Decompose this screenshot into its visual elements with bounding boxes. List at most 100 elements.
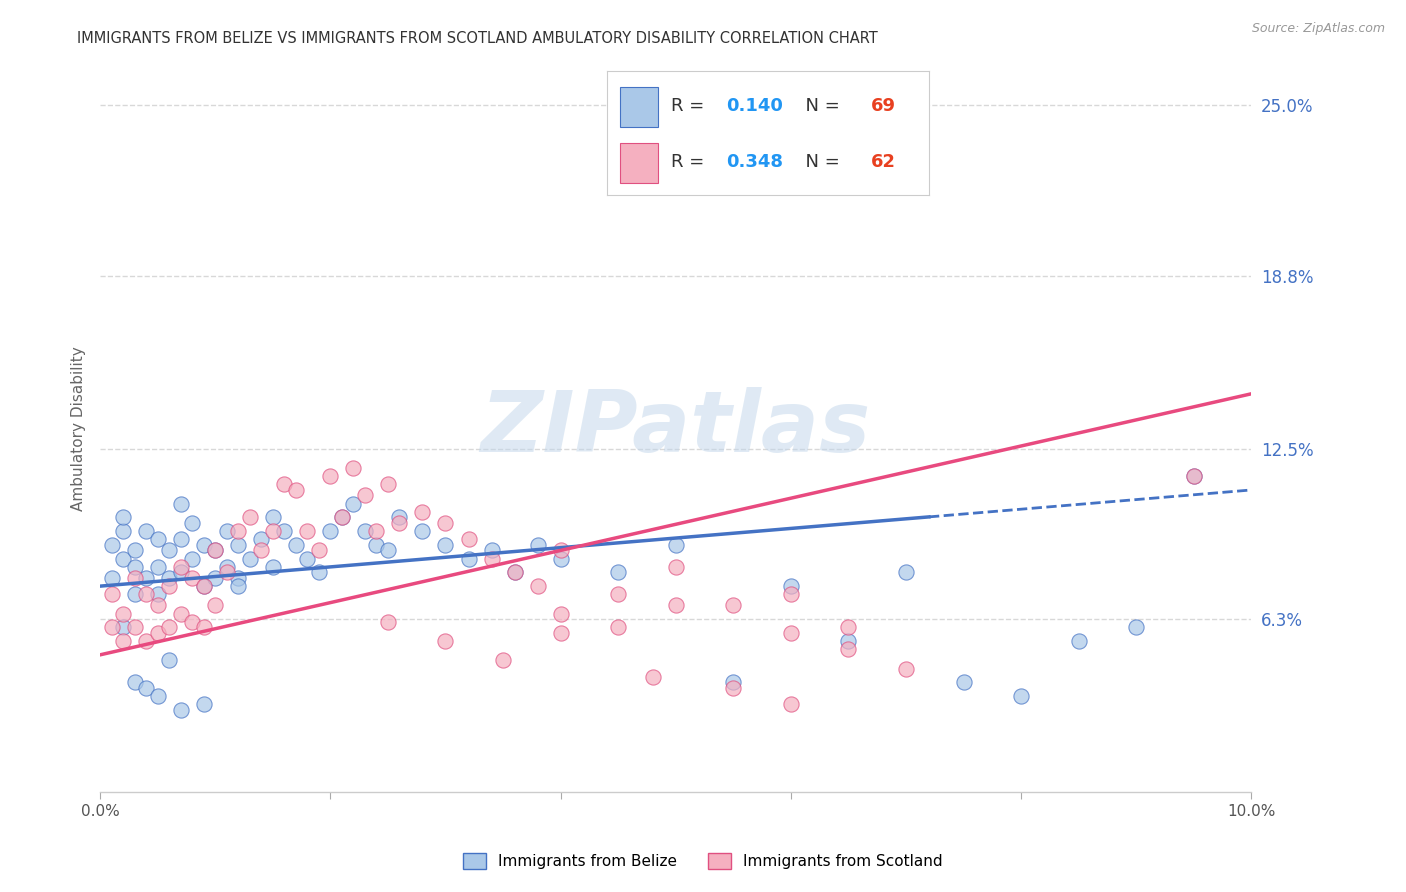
Point [226, 524, 249, 538]
Point [215, 566, 238, 580]
Point [284, 483, 307, 497]
Point [481, 543, 503, 558]
Point [526, 538, 548, 552]
Point [411, 505, 433, 519]
Point [342, 497, 364, 511]
Point [273, 477, 295, 491]
Point [723, 681, 745, 695]
Point [181, 615, 204, 629]
Legend: Immigrants from Belize, Immigrants from Scotland: Immigrants from Belize, Immigrants from … [457, 847, 949, 875]
Point [319, 524, 342, 538]
Text: Source: ZipAtlas.com: Source: ZipAtlas.com [1251, 22, 1385, 36]
Point [1010, 689, 1032, 703]
Point [550, 551, 572, 566]
Point [135, 571, 157, 585]
Point [837, 642, 859, 657]
Point [193, 538, 215, 552]
Point [837, 620, 859, 634]
Point [250, 543, 273, 558]
Point [146, 533, 169, 547]
Point [319, 469, 342, 483]
Point [641, 670, 664, 684]
Point [503, 566, 526, 580]
Point [204, 543, 226, 558]
Point [354, 524, 377, 538]
Point [100, 620, 122, 634]
Point [894, 566, 917, 580]
Point [388, 516, 411, 530]
Point [1182, 469, 1205, 483]
Point [157, 620, 180, 634]
Point [837, 634, 859, 648]
Y-axis label: Ambulatory Disability: Ambulatory Disability [72, 346, 86, 510]
Point [330, 510, 353, 524]
Point [124, 571, 146, 585]
Point [550, 625, 572, 640]
Point [170, 566, 193, 580]
Point [1125, 620, 1147, 634]
Point [779, 587, 801, 601]
Point [135, 587, 157, 601]
Point [377, 543, 399, 558]
Point [157, 543, 180, 558]
Point [297, 551, 319, 566]
Point [170, 533, 193, 547]
Point [181, 571, 204, 585]
Point [100, 538, 122, 552]
Point [411, 524, 433, 538]
Point [434, 538, 457, 552]
Point [526, 579, 548, 593]
Point [157, 653, 180, 667]
Point [204, 543, 226, 558]
Point [481, 551, 503, 566]
Point [273, 524, 295, 538]
Point [226, 571, 249, 585]
Point [434, 516, 457, 530]
Point [239, 551, 262, 566]
Point [170, 560, 193, 574]
Point [170, 607, 193, 621]
Point [388, 510, 411, 524]
Point [170, 703, 193, 717]
Point [434, 634, 457, 648]
Point [342, 461, 364, 475]
Point [226, 538, 249, 552]
Point [193, 579, 215, 593]
Point [262, 510, 284, 524]
Point [124, 587, 146, 601]
Point [112, 620, 135, 634]
Point [239, 510, 262, 524]
Point [100, 587, 122, 601]
Point [1182, 469, 1205, 483]
Point [366, 538, 388, 552]
Point [112, 510, 135, 524]
Point [226, 579, 249, 593]
Point [124, 560, 146, 574]
Point [550, 607, 572, 621]
Point [193, 698, 215, 712]
Point [723, 675, 745, 690]
Point [157, 579, 180, 593]
Point [503, 566, 526, 580]
Point [779, 579, 801, 593]
Point [124, 543, 146, 558]
Point [170, 497, 193, 511]
Point [146, 689, 169, 703]
Point [204, 571, 226, 585]
Point [262, 560, 284, 574]
Point [112, 524, 135, 538]
Point [377, 615, 399, 629]
Point [665, 538, 688, 552]
Point [124, 675, 146, 690]
Point [262, 524, 284, 538]
Point [377, 477, 399, 491]
Point [135, 634, 157, 648]
Point [308, 566, 330, 580]
Point [204, 599, 226, 613]
Point [308, 543, 330, 558]
Point [779, 698, 801, 712]
Point [607, 587, 630, 601]
Point [146, 587, 169, 601]
Point [952, 675, 974, 690]
Point [665, 560, 688, 574]
